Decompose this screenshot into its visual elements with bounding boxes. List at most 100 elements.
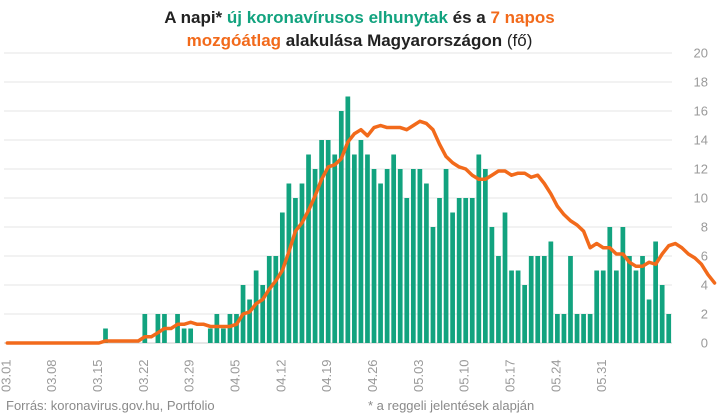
x-tick-label: 03.01 (0, 359, 13, 392)
x-tick-label: 05.24 (548, 359, 563, 392)
bar (528, 256, 534, 343)
bar (437, 198, 442, 343)
bar (378, 183, 383, 343)
bar (515, 270, 521, 343)
bar (221, 328, 226, 343)
footnote: * a reggeli jelentések alapján (368, 398, 535, 413)
bar (384, 169, 390, 343)
y-tick-label: 20 (694, 46, 708, 61)
bar (181, 328, 187, 343)
y-tick-label: 8 (701, 220, 708, 235)
bar (581, 314, 586, 343)
bar (188, 328, 194, 343)
bar (247, 299, 252, 343)
x-tick-label: 03.15 (90, 359, 105, 392)
y-tick-label: 6 (701, 249, 708, 264)
bar (659, 285, 665, 343)
bar (541, 256, 547, 343)
y-tick-label: 16 (694, 104, 708, 119)
bar (561, 314, 567, 343)
bar (352, 154, 357, 343)
title-line-2-segment-1: alakulása Magyarországon (281, 31, 507, 50)
bar (338, 111, 344, 343)
bar (358, 140, 364, 343)
bar (299, 183, 305, 343)
bar (207, 328, 213, 343)
bar (175, 314, 180, 343)
x-tick-label: 05.17 (503, 359, 518, 392)
bar (620, 227, 626, 343)
x-tick-label: 04.26 (365, 359, 380, 392)
bar-series (103, 96, 672, 343)
bar (430, 227, 436, 343)
bar (273, 256, 279, 343)
y-tick-label: 2 (701, 307, 708, 322)
x-tick-label: 04.19 (319, 359, 334, 392)
bar (293, 198, 298, 343)
bar (627, 256, 632, 343)
bar (155, 314, 161, 343)
bar (286, 183, 292, 343)
bar (365, 154, 370, 343)
bar (345, 96, 351, 343)
y-tick-label: 0 (701, 336, 708, 351)
bar (509, 270, 514, 343)
bar (600, 270, 606, 343)
x-tick-label: 03.29 (182, 359, 197, 392)
bar (489, 227, 495, 343)
bar (234, 314, 239, 343)
bar (469, 198, 475, 343)
x-tick-label: 03.08 (44, 359, 59, 392)
bar (483, 169, 488, 343)
title-line-2-segment-2: (fő) (506, 31, 533, 50)
y-tick-label: 10 (694, 191, 708, 206)
bar (404, 198, 410, 343)
bar (306, 154, 311, 343)
gridlines (4, 52, 672, 344)
title-line-1-segment-0: A napi* (164, 8, 227, 27)
x-tick-label: 04.05 (227, 359, 242, 392)
x-tick-label: 04.12 (273, 359, 288, 392)
x-tick-label: 05.03 (411, 359, 426, 392)
bar (496, 256, 501, 343)
bar (476, 154, 482, 343)
bar (332, 154, 338, 343)
bar (450, 212, 455, 343)
bar (260, 285, 266, 343)
bar (463, 198, 469, 343)
bar (253, 270, 259, 343)
bar (279, 212, 285, 343)
bar (555, 314, 560, 343)
bar (535, 256, 541, 343)
title-line-1-segment-2: és a (447, 8, 491, 27)
bar (574, 314, 580, 343)
x-axis-ticks: 03.01 03.08 03.15 03.22 03.29 04.05 04.12 04.19… (0, 359, 609, 392)
bar (417, 169, 423, 343)
bar (587, 314, 593, 343)
bar (607, 227, 613, 343)
title-line-1-segment-1: új koronavírusos elhunytak (226, 8, 448, 27)
bar (325, 140, 331, 343)
bar (502, 212, 508, 343)
title-line-1-segment-3: 7 napos (490, 8, 555, 27)
source-note: Forrás: koronavirus.gov.hu, Portfolio (6, 398, 215, 413)
bar (214, 314, 220, 343)
bar (666, 314, 672, 343)
title-line-1: A napi* új koronavírusos elhunytak és a … (0, 6, 719, 29)
bar (456, 198, 462, 343)
bar (594, 270, 600, 343)
bar (142, 314, 148, 343)
bar (103, 328, 108, 343)
title-line-2: mozgóátlag alakulása Magyarországon (fő) (0, 29, 719, 52)
y-tick-label: 4 (701, 278, 708, 293)
bar (227, 314, 233, 343)
bar (319, 140, 324, 343)
y-tick-label: 18 (694, 75, 708, 90)
x-tick-label: 05.31 (594, 359, 609, 392)
bar (653, 241, 658, 343)
title-line-2-segment-0: mozgóátlag (186, 31, 282, 50)
y-tick-label: 12 (694, 162, 708, 177)
bar (640, 256, 645, 343)
bar (633, 270, 639, 343)
